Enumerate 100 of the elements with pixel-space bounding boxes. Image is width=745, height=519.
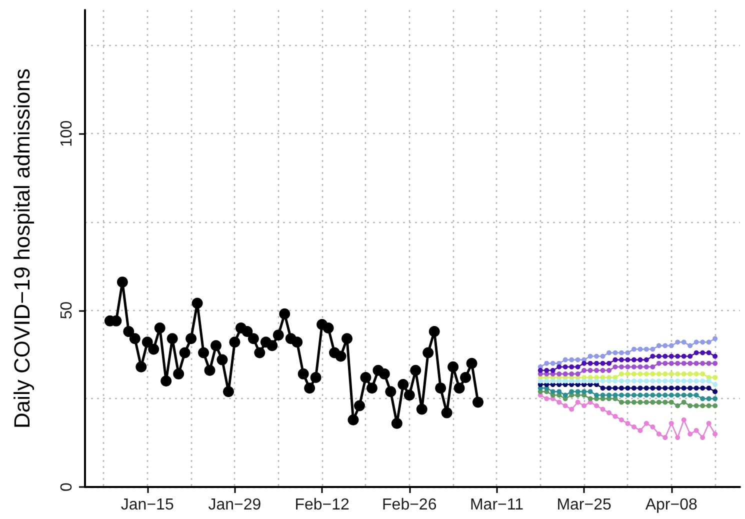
- point: [562, 364, 568, 370]
- point: [650, 400, 656, 405]
- point: [575, 389, 580, 394]
- point: [625, 400, 630, 405]
- point: [662, 400, 668, 405]
- point: [712, 382, 718, 388]
- point: [229, 336, 240, 348]
- point: [700, 371, 706, 376]
- point: [582, 368, 587, 373]
- point: [650, 354, 656, 359]
- point: [538, 378, 543, 384]
- point: [638, 400, 643, 405]
- point: [688, 392, 693, 398]
- point: [575, 364, 580, 370]
- point: [694, 350, 699, 356]
- point: [366, 382, 378, 394]
- point: [569, 371, 574, 376]
- x-tick-label: Feb−26: [382, 496, 437, 514]
- point: [675, 340, 680, 345]
- point: [644, 357, 649, 362]
- x-tick-label: Apr−08: [645, 496, 698, 514]
- point: [688, 354, 693, 359]
- point: [594, 403, 600, 408]
- point: [644, 400, 649, 405]
- point: [154, 322, 166, 334]
- point: [644, 364, 649, 370]
- point: [631, 357, 636, 362]
- point: [662, 392, 668, 398]
- point: [681, 354, 686, 359]
- point: [618, 371, 624, 376]
- point: [675, 435, 680, 440]
- point: [136, 361, 147, 372]
- point: [354, 400, 365, 412]
- point: [688, 360, 693, 366]
- point: [656, 400, 662, 405]
- point: [656, 378, 662, 384]
- point: [582, 389, 587, 394]
- x-tick-label: Mar−25: [556, 496, 612, 514]
- point: [148, 344, 160, 355]
- point: [192, 298, 203, 309]
- point: [638, 371, 643, 376]
- point: [612, 357, 618, 362]
- point: [600, 360, 606, 366]
- point: [594, 378, 600, 384]
- point: [662, 378, 668, 384]
- point: [694, 378, 699, 384]
- point: [575, 357, 580, 362]
- point: [712, 360, 718, 366]
- point: [385, 386, 396, 398]
- point: [668, 343, 674, 348]
- point: [600, 354, 606, 359]
- point: [712, 336, 718, 342]
- point: [404, 390, 415, 401]
- point: [638, 357, 643, 362]
- y-tick-label: 50: [58, 301, 76, 320]
- point: [662, 386, 668, 391]
- point: [700, 396, 706, 402]
- point: [562, 378, 568, 384]
- point: [631, 371, 636, 376]
- point: [681, 386, 686, 391]
- point: [142, 336, 153, 348]
- point: [606, 368, 612, 373]
- point: [544, 368, 550, 373]
- point: [675, 354, 680, 359]
- point: [606, 378, 612, 384]
- point: [688, 371, 693, 376]
- point: [656, 432, 662, 436]
- point: [625, 378, 630, 384]
- point: [638, 364, 643, 370]
- point: [588, 389, 593, 394]
- point: [668, 420, 674, 426]
- point: [600, 368, 606, 373]
- point: [656, 386, 662, 391]
- point: [668, 371, 674, 376]
- point: [668, 386, 674, 391]
- point: [216, 354, 228, 366]
- point: [706, 360, 712, 366]
- point: [441, 407, 452, 418]
- point: [242, 326, 253, 338]
- point: [694, 371, 699, 376]
- x-tick-label: Mar−11: [470, 496, 524, 514]
- point: [310, 372, 322, 383]
- point: [198, 347, 210, 358]
- y-tick-label: 0: [58, 482, 76, 492]
- point: [600, 378, 606, 384]
- point: [700, 378, 706, 384]
- point: [173, 368, 184, 380]
- point: [662, 435, 668, 440]
- point: [631, 386, 636, 391]
- point: [612, 364, 618, 370]
- point: [650, 371, 656, 376]
- point: [348, 414, 359, 426]
- point: [266, 340, 278, 352]
- point: [435, 382, 446, 394]
- point: [662, 354, 668, 359]
- point: [588, 354, 593, 359]
- point: [644, 392, 649, 398]
- point: [625, 364, 630, 370]
- point: [562, 403, 568, 408]
- point: [631, 346, 636, 352]
